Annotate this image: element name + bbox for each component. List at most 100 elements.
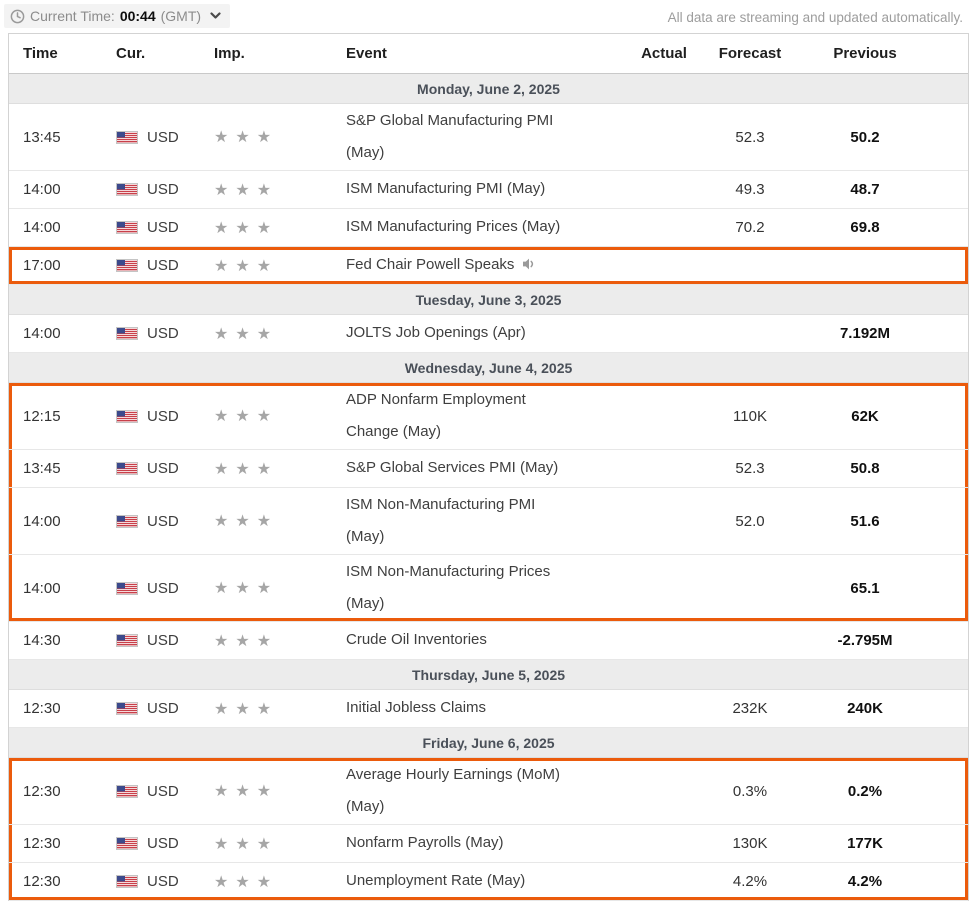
event-name[interactable]: ADP Nonfarm Employment Change (May)	[346, 390, 526, 440]
importance-stars: ★★★	[214, 783, 279, 800]
previous-value: 48.7	[850, 181, 880, 198]
us-flag-icon	[116, 875, 138, 888]
forecast-value: 52.3	[735, 460, 765, 477]
previous-value: 51.6	[850, 512, 880, 530]
previous-value: 0.2%	[847, 782, 883, 800]
event-time: 14:00	[23, 219, 61, 236]
event-name[interactable]: Average Hourly Earnings (MoM) (May)	[346, 765, 560, 815]
importance-stars: ★★★	[214, 408, 279, 425]
column-header-previous: Previous	[833, 45, 897, 62]
event-row[interactable]: 12:30 USD	[9, 863, 968, 901]
event-time: 12:30	[23, 782, 61, 800]
column-header-importance: Imp.	[214, 45, 245, 62]
previous-value: 50.8	[850, 460, 880, 477]
event-name[interactable]: ISM Manufacturing Prices (May)	[346, 218, 561, 236]
currency-label: USD	[147, 700, 179, 717]
forecast-value: 4.2%	[732, 873, 768, 890]
us-flag-icon	[116, 462, 138, 475]
event-name[interactable]: Unemployment Rate (May)	[346, 872, 526, 890]
currency-label: USD	[147, 181, 179, 198]
event-name[interactable]: Fed Chair Powell Speaks	[346, 256, 515, 274]
current-time-selector[interactable]: Current Time: 00:44 (GMT)	[4, 4, 231, 28]
event-time: 13:45	[23, 460, 61, 477]
date-header-row: Wednesday, June 4, 2025	[9, 353, 968, 383]
event-name[interactable]: S&P Global Services PMI (May)	[346, 459, 559, 477]
event-cell: S&P Global Services PMI (May)	[341, 452, 628, 484]
currency-label: USD	[147, 512, 179, 530]
event-row[interactable]: 14:00 USD	[9, 171, 968, 209]
currency-label: USD	[147, 257, 179, 274]
us-flag-icon	[116, 409, 138, 423]
event-time: 13:45	[23, 128, 61, 146]
event-cell: Crude Oil Inventories	[341, 624, 628, 656]
event-cell: Fed Chair Powell Speaks	[341, 249, 628, 281]
importance-stars: ★★★	[214, 835, 279, 853]
event-time: 14:00	[23, 512, 61, 530]
date-label: Tuesday, June 3, 2025	[415, 292, 562, 308]
event-row[interactable]: 12:30 USD	[9, 758, 968, 825]
event-name[interactable]: ISM Non-Manufacturing PMI (May)	[346, 495, 536, 545]
event-name[interactable]: Initial Jobless Claims	[346, 699, 487, 717]
currency-cell: USD	[106, 700, 206, 717]
event-name[interactable]: Crude Oil Inventories	[346, 631, 487, 649]
chevron-down-icon[interactable]	[210, 12, 221, 20]
importance-stars: ★★★	[214, 219, 279, 237]
event-name[interactable]: S&P Global Manufacturing PMI (May)	[346, 111, 554, 161]
previous-value: -2.795M	[837, 632, 893, 649]
us-flag-icon	[116, 514, 138, 528]
event-row[interactable]: 12:30 USD	[9, 690, 968, 728]
speaker-icon[interactable]	[521, 257, 536, 271]
previous-value: 69.8	[850, 219, 880, 236]
previous-value: 65.1	[850, 579, 880, 597]
event-cell: Initial Jobless Claims	[341, 692, 628, 724]
event-row[interactable]: 12:30 USD	[9, 825, 968, 863]
event-name[interactable]: ISM Non-Manufacturing Prices (May)	[346, 562, 551, 612]
event-name[interactable]: JOLTS Job Openings (Apr)	[346, 324, 526, 342]
event-row[interactable]: 14:00 USD	[9, 488, 968, 555]
currency-label: USD	[147, 325, 179, 342]
column-header-event: Event	[346, 45, 387, 62]
current-time-label: Current Time:	[30, 8, 115, 24]
streaming-note: All data are streaming and updated autom…	[667, 10, 963, 25]
currency-cell: USD	[106, 257, 206, 274]
event-time: 12:15	[23, 407, 61, 425]
currency-cell: USD	[106, 873, 206, 890]
event-row[interactable]: 12:15 USD	[9, 383, 968, 450]
currency-cell: USD	[106, 513, 206, 530]
event-time: 14:00	[23, 325, 61, 342]
event-row[interactable]: 14:00 USD	[9, 555, 968, 622]
event-name[interactable]: ISM Manufacturing PMI (May)	[346, 180, 546, 198]
event-row[interactable]: 14:00 USD	[9, 315, 968, 353]
previous-value: 177K	[847, 835, 883, 852]
event-time: 14:00	[23, 579, 61, 597]
event-row[interactable]: 17:00 USD	[9, 247, 968, 285]
forecast-value: 130K	[732, 835, 768, 852]
previous-value: 4.2%	[847, 873, 883, 890]
event-cell: Unemployment Rate (May)	[341, 865, 628, 897]
currency-cell: USD	[106, 580, 206, 597]
previous-value: 62K	[851, 407, 879, 425]
event-row[interactable]: 13:45 USD	[9, 450, 968, 488]
column-header-currency: Cur.	[116, 45, 146, 62]
forecast-value: 49.3	[735, 181, 765, 198]
us-flag-icon	[116, 259, 138, 272]
forecast-value: 0.3%	[732, 782, 768, 800]
date-header-row: Friday, June 6, 2025	[9, 728, 968, 758]
event-row[interactable]: 14:00 USD	[9, 209, 968, 247]
currency-cell: USD	[106, 783, 206, 800]
event-name[interactable]: Nonfarm Payrolls (May)	[346, 834, 504, 852]
us-flag-icon	[116, 837, 138, 850]
currency-label: USD	[147, 632, 179, 649]
importance-stars: ★★★	[214, 632, 279, 650]
us-flag-icon	[116, 784, 138, 798]
timezone-label: (GMT)	[160, 8, 202, 24]
currency-cell: USD	[106, 408, 206, 425]
importance-stars: ★★★	[214, 513, 279, 530]
event-cell: S&P Global Manufacturing PMI (May)	[341, 105, 628, 170]
importance-stars: ★★★	[214, 181, 279, 199]
currency-cell: USD	[106, 181, 206, 198]
currency-cell: USD	[106, 129, 206, 146]
event-row[interactable]: 13:45 USD	[9, 104, 968, 171]
currency-label: USD	[147, 579, 179, 597]
event-row[interactable]: 14:30 USD	[9, 622, 968, 660]
